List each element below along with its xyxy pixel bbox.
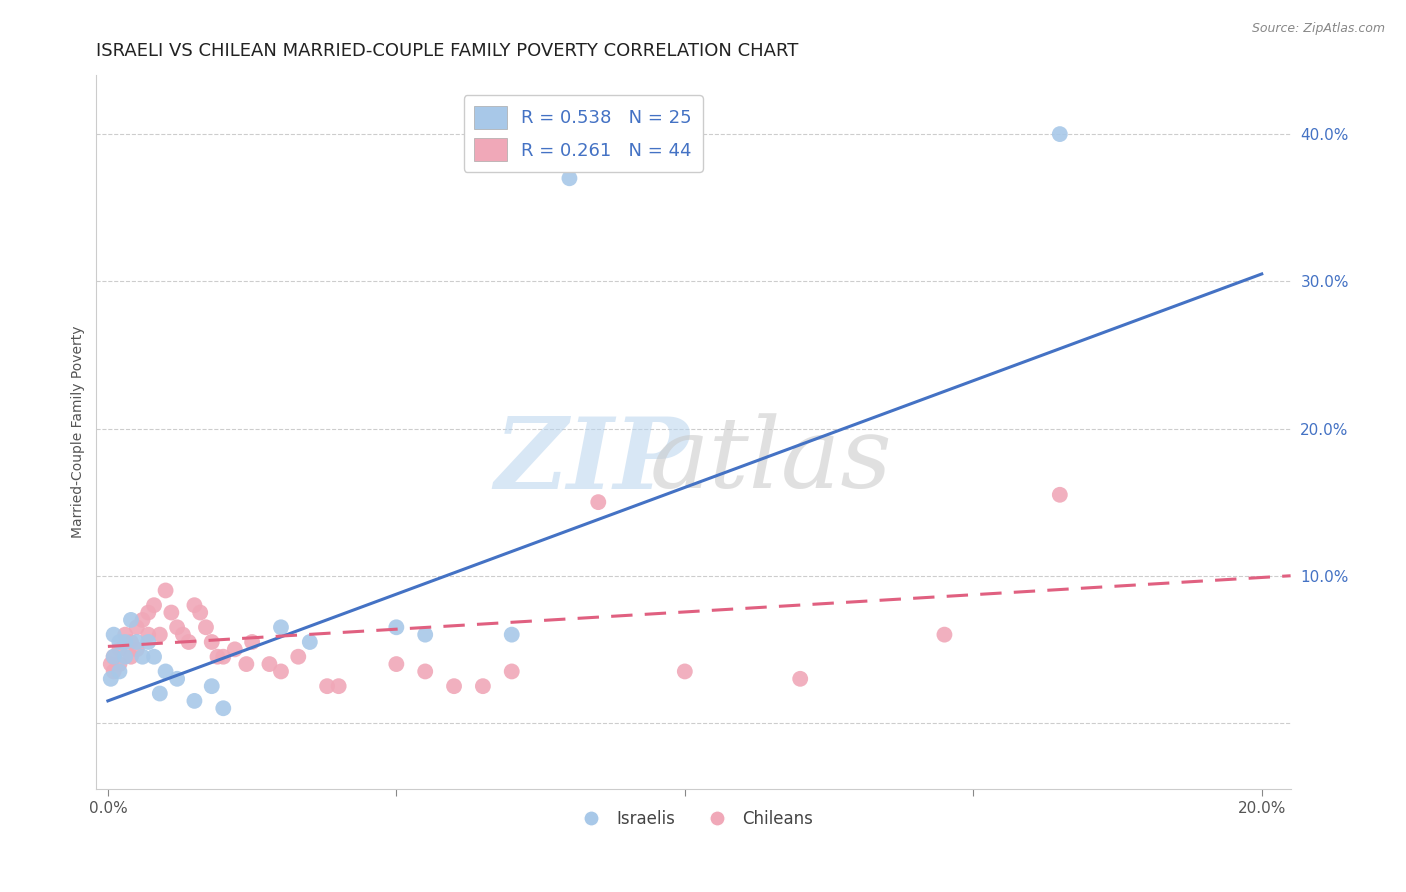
Point: [558, 171, 581, 186]
Point: [471, 679, 494, 693]
Point: [270, 620, 292, 634]
Point: [108, 665, 131, 679]
Point: [172, 627, 194, 641]
Point: [588, 495, 610, 509]
Point: [316, 679, 339, 693]
Point: [125, 635, 148, 649]
Point: [120, 613, 142, 627]
Point: [177, 635, 200, 649]
Point: [166, 672, 188, 686]
Point: [103, 649, 125, 664]
Point: [259, 657, 281, 671]
Point: [114, 635, 136, 649]
Point: [114, 627, 136, 641]
Point: [108, 635, 131, 649]
Text: ZIP: ZIP: [495, 412, 689, 509]
Y-axis label: Married-Couple Family Poverty: Married-Couple Family Poverty: [72, 326, 86, 539]
Point: [143, 598, 166, 612]
Point: [114, 649, 136, 664]
Point: [120, 635, 142, 649]
Point: [136, 635, 159, 649]
Legend: Israelis, Chileans: Israelis, Chileans: [568, 803, 820, 834]
Point: [207, 649, 229, 664]
Point: [108, 642, 131, 657]
Point: [328, 679, 350, 693]
Point: [149, 686, 172, 700]
Point: [183, 694, 205, 708]
Point: [298, 635, 321, 649]
Point: [501, 665, 523, 679]
Point: [385, 657, 408, 671]
Point: [155, 665, 177, 679]
Point: [1049, 488, 1071, 502]
Point: [100, 672, 122, 686]
Point: [385, 620, 408, 634]
Point: [413, 665, 436, 679]
Point: [212, 649, 235, 664]
Point: [100, 657, 122, 671]
Point: [201, 679, 224, 693]
Text: Source: ZipAtlas.com: Source: ZipAtlas.com: [1251, 22, 1385, 36]
Point: [103, 665, 125, 679]
Point: [136, 606, 159, 620]
Point: [103, 627, 125, 641]
Point: [270, 665, 292, 679]
Point: [155, 583, 177, 598]
Point: [201, 635, 224, 649]
Point: [103, 649, 125, 664]
Point: [413, 627, 436, 641]
Point: [143, 649, 166, 664]
Point: [131, 649, 153, 664]
Point: [149, 627, 172, 641]
Point: [443, 679, 465, 693]
Text: atlas: atlas: [650, 413, 893, 508]
Point: [934, 627, 956, 641]
Point: [125, 642, 148, 657]
Point: [131, 613, 153, 627]
Point: [108, 657, 131, 671]
Point: [1049, 127, 1071, 141]
Point: [789, 672, 811, 686]
Point: [183, 598, 205, 612]
Point: [120, 649, 142, 664]
Point: [673, 665, 696, 679]
Point: [160, 606, 183, 620]
Point: [240, 635, 263, 649]
Point: [224, 642, 246, 657]
Point: [136, 627, 159, 641]
Point: [125, 620, 148, 634]
Point: [235, 657, 257, 671]
Point: [166, 620, 188, 634]
Text: ISRAELI VS CHILEAN MARRIED-COUPLE FAMILY POVERTY CORRELATION CHART: ISRAELI VS CHILEAN MARRIED-COUPLE FAMILY…: [97, 42, 799, 60]
Point: [188, 606, 211, 620]
Point: [194, 620, 217, 634]
Point: [287, 649, 309, 664]
Point: [212, 701, 235, 715]
Point: [501, 627, 523, 641]
